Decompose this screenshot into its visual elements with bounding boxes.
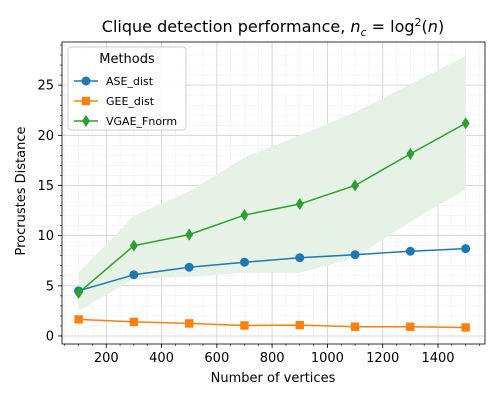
x-tick-label: 200 — [94, 351, 119, 366]
legend-box — [67, 46, 187, 131]
legend-title: Methods — [99, 52, 155, 67]
axes-frame — [61, 41, 486, 345]
y-tick-label: 5 — [46, 279, 54, 294]
series-line-gee_dist — [78, 318, 466, 329]
data-point-vgae_fnorm — [240, 209, 249, 222]
data-point-vgae_fnorm — [351, 179, 360, 192]
data-point-vgae_fnorm — [461, 117, 470, 130]
data-point-ase_dist — [405, 246, 415, 256]
legend-label-gee_dist: GEE_dist — [106, 95, 155, 108]
series-line-ase_dist — [78, 247, 466, 292]
legend-marker-gee_dist — [81, 96, 91, 106]
x-tick-label: 1400 — [421, 351, 454, 366]
data-point-ase_dist — [350, 250, 360, 260]
legend: Methods ASE_dist GEE_dist VGAE_Fnorm — [67, 46, 187, 131]
legend-label-ase_dist: ASE_dist — [106, 75, 154, 88]
y-axis-title: Procrustes Distance — [14, 127, 29, 256]
data-point-vgae_fnorm — [129, 239, 138, 252]
y-tick-label: 25 — [37, 79, 54, 94]
y-tick-label: 20 — [37, 129, 54, 144]
plot-area: 200 400 600 800 1000 1200 1400 0 5 10 15 20 25 Method… — [37, 41, 486, 366]
data-point-gee_dist — [74, 315, 83, 324]
x-axis-title: Number of vertices — [211, 371, 336, 386]
x-tick-label: 1000 — [311, 351, 344, 366]
y-tick-label: 15 — [37, 179, 54, 194]
data-point-ase_dist — [129, 270, 139, 280]
data-point-ase_dist — [184, 262, 194, 272]
confidence-band-vgae_fnorm — [78, 56, 466, 311]
legend-label-vgae_fnorm: VGAE_Fnorm — [106, 115, 177, 128]
data-point-gee_dist — [461, 323, 470, 332]
data-point-vgae_fnorm — [185, 228, 194, 241]
y-tick-label: 0 — [46, 329, 54, 344]
series-line-vgae_fnorm — [78, 122, 467, 294]
data-point-gee_dist — [406, 322, 415, 331]
data-point-gee_dist — [184, 319, 194, 328]
y-tick-label: 10 — [37, 229, 54, 244]
data-point-ase_dist — [239, 257, 249, 267]
data-point-gee_dist — [129, 317, 139, 327]
data-point-vgae_fnorm — [295, 198, 304, 211]
x-tick-label: 400 — [149, 351, 174, 366]
data-point-ase_dist — [295, 253, 305, 263]
data-point-gee_dist — [240, 321, 249, 330]
chart-title: Clique detection performance, nc = log2(… — [102, 16, 444, 39]
x-tick-label: 1200 — [366, 351, 399, 366]
data-point-vgae_fnorm — [406, 147, 415, 160]
x-tick-label: 800 — [260, 351, 285, 366]
legend-marker-ase_dist — [81, 76, 91, 86]
data-point-ase_dist — [461, 244, 471, 254]
data-point-gee_dist — [350, 322, 360, 331]
x-tick-label: 600 — [204, 351, 229, 366]
data-point-vgae_fnorm — [74, 286, 83, 299]
data-point-gee_dist — [295, 320, 304, 330]
legend-marker-vgae_fnorm — [82, 115, 90, 127]
